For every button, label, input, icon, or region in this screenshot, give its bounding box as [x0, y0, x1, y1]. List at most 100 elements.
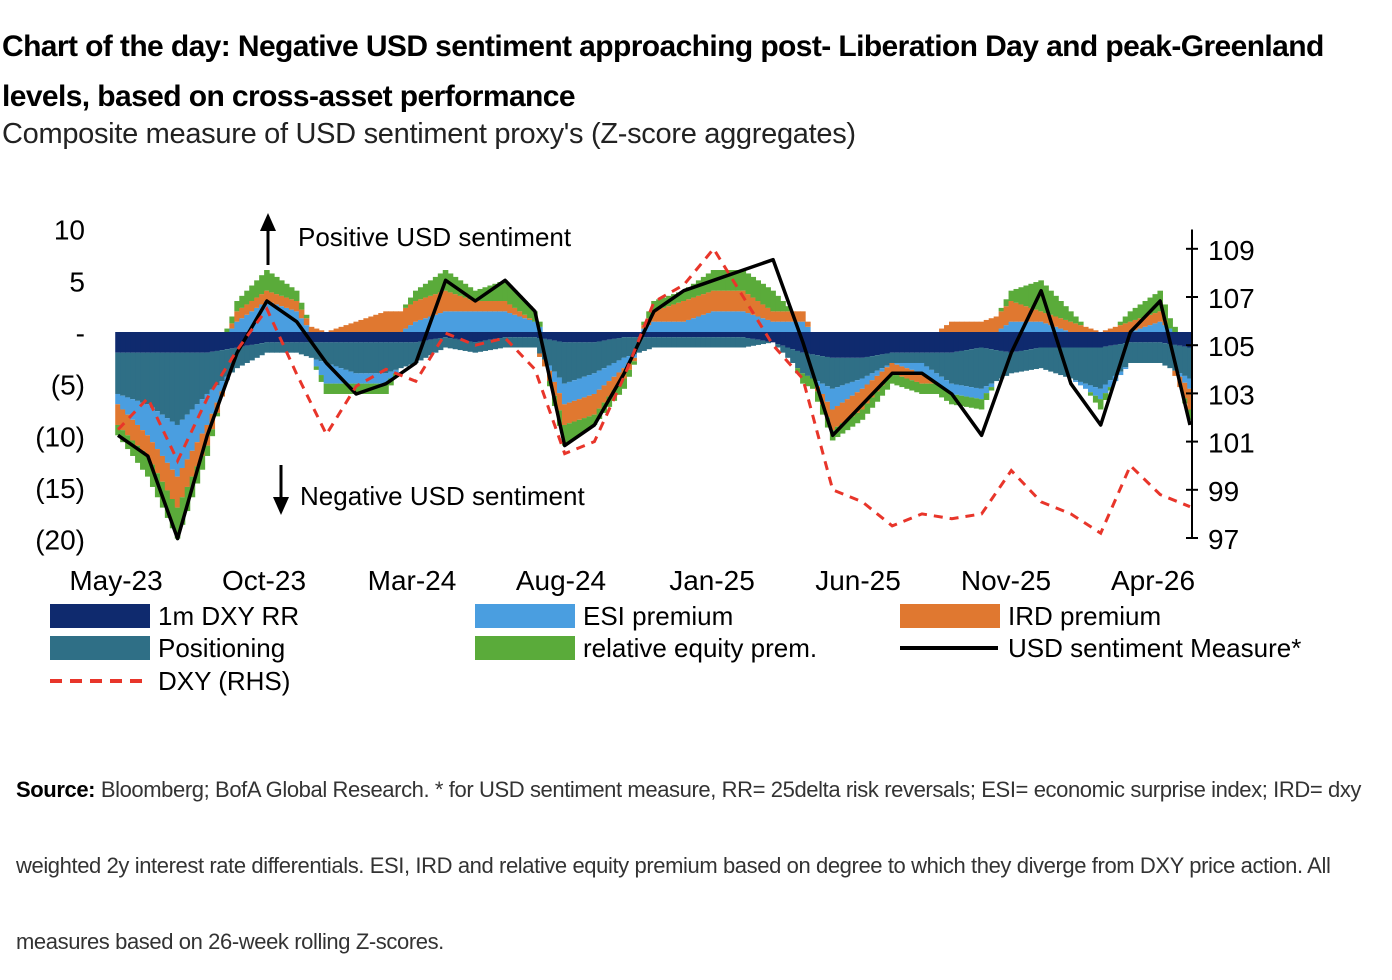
- y-left-tick-label: 10: [54, 215, 85, 246]
- legend-swatch: [475, 604, 575, 628]
- bar-esi: [562, 384, 568, 405]
- bar-pos: [731, 337, 737, 347]
- bar-rr: [572, 332, 578, 342]
- bar-eq: [1023, 286, 1029, 307]
- bar-ird: [1123, 323, 1129, 332]
- bar-ird: [368, 317, 374, 333]
- bar-pos: [120, 353, 126, 396]
- bar-ird: [572, 401, 578, 422]
- bar-ird: [661, 308, 667, 322]
- bar-eq: [1093, 396, 1099, 403]
- bar-eq: [1053, 296, 1059, 317]
- bar-esi: [661, 322, 667, 332]
- bar-rr: [1118, 332, 1124, 344]
- bar-ird: [765, 308, 771, 320]
- bar-pos: [949, 353, 955, 384]
- bar-ird: [492, 301, 498, 311]
- bar-pos: [1033, 348, 1039, 369]
- bar-pos: [195, 353, 201, 405]
- x-tick-label: Apr-26: [1111, 565, 1195, 596]
- bar-rr: [125, 332, 131, 353]
- bar-rr: [984, 332, 990, 348]
- bar-esi: [805, 327, 811, 332]
- bar-pos: [889, 353, 895, 363]
- bar-rr: [592, 332, 598, 342]
- bar-ird: [423, 298, 429, 319]
- bar-pos: [686, 337, 692, 347]
- bar-esi: [115, 394, 121, 404]
- bar-esi: [587, 375, 593, 396]
- bar-rr: [542, 332, 548, 339]
- bar-ird: [448, 292, 454, 311]
- x-tick-label: Mar-24: [368, 565, 457, 596]
- bar-eq: [741, 270, 747, 291]
- bar-pos: [870, 356, 876, 373]
- bar-ird: [497, 301, 503, 311]
- bar-rr: [676, 332, 682, 337]
- bar-esi: [1157, 322, 1163, 332]
- bar-rr: [810, 332, 816, 354]
- bar-pos: [155, 353, 161, 412]
- bar-ird: [314, 329, 320, 332]
- bar-rr: [904, 332, 910, 353]
- chart-annotations: Positive USD sentiment Negative USD sent…: [260, 213, 585, 515]
- bar-esi: [358, 373, 364, 383]
- bar-rr: [999, 332, 1005, 351]
- bar-esi: [145, 404, 151, 435]
- bar-ird: [418, 299, 424, 320]
- bar-pos: [264, 342, 270, 352]
- bar-eq: [314, 366, 320, 369]
- bar-ird: [567, 403, 573, 424]
- bar-rr: [348, 332, 354, 342]
- bar-esi: [1009, 322, 1015, 332]
- bar-esi: [1098, 389, 1104, 399]
- bar-esi: [612, 363, 618, 377]
- bar-eq: [1058, 301, 1064, 318]
- bar-esi: [607, 366, 613, 382]
- bar-pos: [676, 337, 682, 347]
- bar-eq: [894, 375, 900, 385]
- bar-pos: [522, 337, 528, 347]
- bar-pos: [363, 342, 369, 373]
- bar-ird: [254, 298, 260, 308]
- bar-pos: [373, 342, 379, 373]
- bar-ird: [289, 299, 295, 309]
- bar-esi: [750, 315, 756, 332]
- bar-pos: [557, 341, 563, 377]
- bar-pos: [1133, 342, 1139, 363]
- bar-esi: [492, 311, 498, 332]
- bar-pos: [612, 339, 618, 363]
- bar-rr: [502, 332, 508, 337]
- bar-rr: [473, 332, 479, 342]
- bar-esi: [1148, 325, 1154, 332]
- bar-ird: [1083, 327, 1089, 332]
- bar-ird: [785, 311, 791, 321]
- bar-esi: [979, 389, 985, 399]
- bar-esi: [373, 373, 379, 383]
- bar-rr: [259, 332, 265, 343]
- bar-rr: [1004, 332, 1010, 352]
- bar-rr: [870, 332, 876, 356]
- bar-pos: [790, 349, 796, 363]
- bar-pos: [254, 344, 260, 358]
- bar-pos: [448, 338, 454, 348]
- bar-rr: [344, 332, 350, 342]
- bar-eq: [964, 397, 970, 407]
- bar-ird: [512, 308, 518, 315]
- bar-esi: [482, 311, 488, 332]
- bar-eq: [924, 384, 930, 394]
- y-right-tick-label: 101: [1208, 428, 1255, 459]
- bar-esi: [775, 322, 781, 332]
- bar-ird: [731, 291, 737, 312]
- bar-ird: [691, 298, 697, 319]
- bar-esi: [691, 318, 697, 332]
- bar-pos: [865, 357, 871, 376]
- bar-esi: [899, 363, 905, 366]
- bar-esi: [1004, 325, 1010, 332]
- bar-rr: [363, 332, 369, 342]
- bar-pos: [453, 339, 459, 349]
- x-tick-label: Jan-25: [669, 565, 755, 596]
- bar-rr: [294, 332, 300, 342]
- bar-esi: [522, 318, 528, 332]
- bar-esi: [468, 311, 474, 332]
